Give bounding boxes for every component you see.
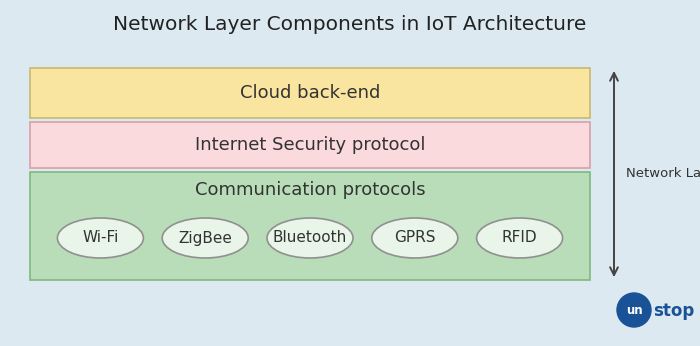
Text: GPRS: GPRS (394, 230, 435, 246)
Ellipse shape (162, 218, 248, 258)
Text: stop: stop (653, 302, 694, 320)
Text: Cloud back-end: Cloud back-end (240, 84, 380, 102)
Ellipse shape (477, 218, 563, 258)
Bar (30, 68, 590, 118)
Circle shape (617, 293, 651, 327)
Text: Communication protocols: Communication protocols (195, 181, 426, 199)
Bar (30, 122, 590, 168)
Ellipse shape (57, 218, 144, 258)
Bar (30, 172, 590, 280)
Text: Network Layer: Network Layer (626, 167, 700, 181)
Text: Internet Security protocol: Internet Security protocol (195, 136, 426, 154)
Text: Bluetooth: Bluetooth (273, 230, 347, 246)
Ellipse shape (267, 218, 353, 258)
Text: ZigBee: ZigBee (178, 230, 232, 246)
Text: un: un (626, 304, 643, 318)
Text: RFID: RFID (502, 230, 538, 246)
Text: Network Layer Components in IoT Architecture: Network Layer Components in IoT Architec… (113, 15, 587, 34)
Text: Wi-Fi: Wi-Fi (82, 230, 118, 246)
Ellipse shape (372, 218, 458, 258)
